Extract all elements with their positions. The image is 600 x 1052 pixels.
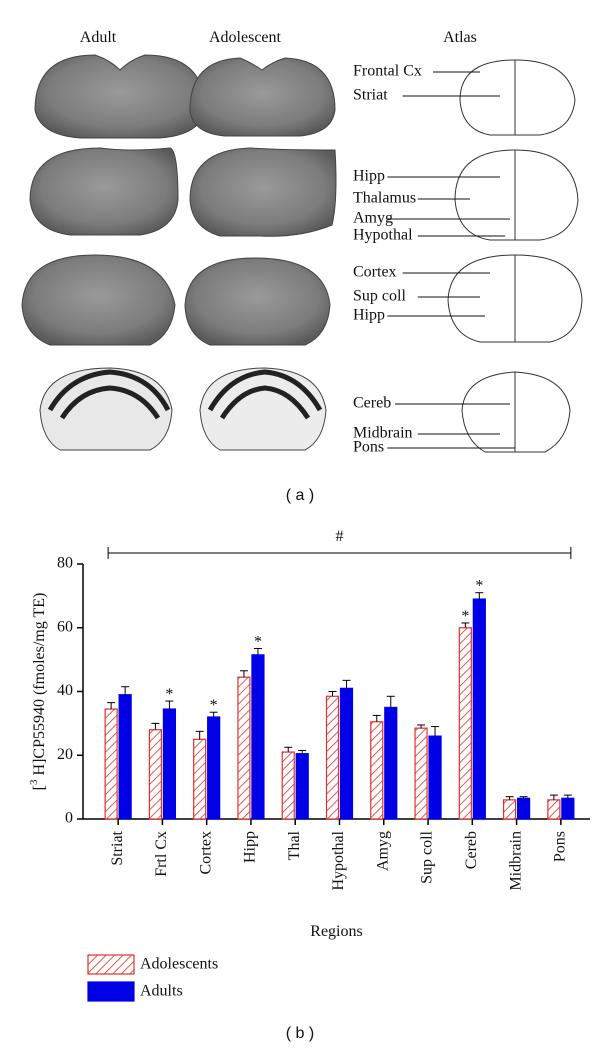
y-axis-label: [3 H]CP55940 (fmoles/mg TE): [28, 593, 48, 791]
legend-label: Adults: [140, 983, 183, 1000]
y-label-part: [: [31, 785, 48, 790]
legend-swatch: [87, 954, 135, 975]
legend-swatch: [87, 981, 135, 1002]
brain-sections: [21, 54, 337, 451]
bar: [370, 721, 384, 820]
x-tick-label: Thal: [286, 830, 303, 860]
panel-b: 0 20 40 60 80 [3 H]CP55940 (fmoles/mg TE) Stri…: [28, 528, 590, 1042]
atlas-label: Cortex: [353, 264, 397, 281]
panel-caption: ( a ): [286, 487, 314, 504]
bar: [295, 753, 309, 820]
atlas-label: Hipp: [353, 307, 385, 324]
column-header: Adult: [80, 29, 117, 46]
bar: [162, 708, 177, 820]
bar: [458, 627, 472, 820]
significance-marker: *: [461, 608, 469, 625]
bar: [281, 751, 295, 820]
x-tick-label: Hypothal: [330, 830, 347, 890]
atlas-outlines: [447, 59, 583, 453]
x-tick-label: Amyg: [374, 831, 391, 871]
atlas-label: Cereb: [353, 395, 391, 412]
bar: [148, 729, 163, 820]
bar: [339, 687, 354, 820]
x-tick-label: Cereb: [463, 831, 480, 869]
atlas-label: Thalamus: [353, 190, 416, 207]
atlas-label: Striat: [353, 87, 388, 104]
bar: [325, 695, 340, 820]
atlas-label: Frontal Cx: [353, 63, 422, 80]
panel-caption: ( b ): [286, 1025, 314, 1042]
x-axis-label: Regions: [310, 923, 362, 940]
atlas-label: Amyg: [353, 210, 393, 227]
bar: [502, 799, 517, 820]
y-tick-label: 0: [65, 810, 73, 827]
bar: [207, 716, 221, 820]
legend-label: Adolescents: [140, 956, 218, 973]
y-label-part: 3: [28, 779, 40, 785]
x-tick-label: Frtl Cx: [153, 831, 170, 877]
bar: [104, 708, 118, 820]
bar: [237, 676, 251, 820]
atlas-label: Sup coll: [353, 288, 406, 305]
bar: [547, 799, 561, 820]
y-tick-label: 40: [57, 682, 73, 699]
bar: [251, 654, 265, 820]
bar: [118, 694, 132, 820]
x-tick-label: Sup coll: [419, 830, 436, 883]
x-tick-label: Midbrain: [507, 831, 524, 891]
bracket-label: #: [336, 528, 344, 545]
x-tick-label: Cortex: [197, 831, 214, 875]
bar: [561, 797, 575, 820]
x-tick-label: Hipp: [242, 831, 259, 863]
x-tick-label: Pons: [552, 831, 569, 862]
atlas-label: Hipp: [353, 168, 385, 185]
column-header: Adolescent: [209, 29, 282, 46]
y-tick-label: 60: [57, 618, 73, 635]
bar: [414, 727, 428, 820]
atlas-label: Pons: [353, 439, 384, 456]
cerebellum-folia: [47, 369, 323, 420]
y-tick-label: 80: [57, 555, 73, 572]
bar: [384, 706, 398, 820]
bar: [516, 797, 531, 820]
column-header: Atlas: [443, 29, 477, 46]
bar: [472, 598, 486, 820]
atlas-label: Midbrain: [353, 425, 413, 442]
atlas-label: Hypothal: [353, 227, 413, 244]
bar: [193, 738, 207, 820]
panel-a: [21, 54, 583, 453]
y-label-part: H]CP55940 (fmoles/mg TE): [31, 593, 48, 780]
significance-marker: *: [165, 686, 173, 703]
significance-marker: *: [254, 633, 262, 650]
significance-marker: *: [475, 578, 483, 595]
x-tick-label: Striat: [109, 830, 126, 865]
y-tick-label: 20: [57, 746, 73, 763]
significance-marker: *: [210, 697, 218, 714]
bar: [428, 735, 442, 820]
